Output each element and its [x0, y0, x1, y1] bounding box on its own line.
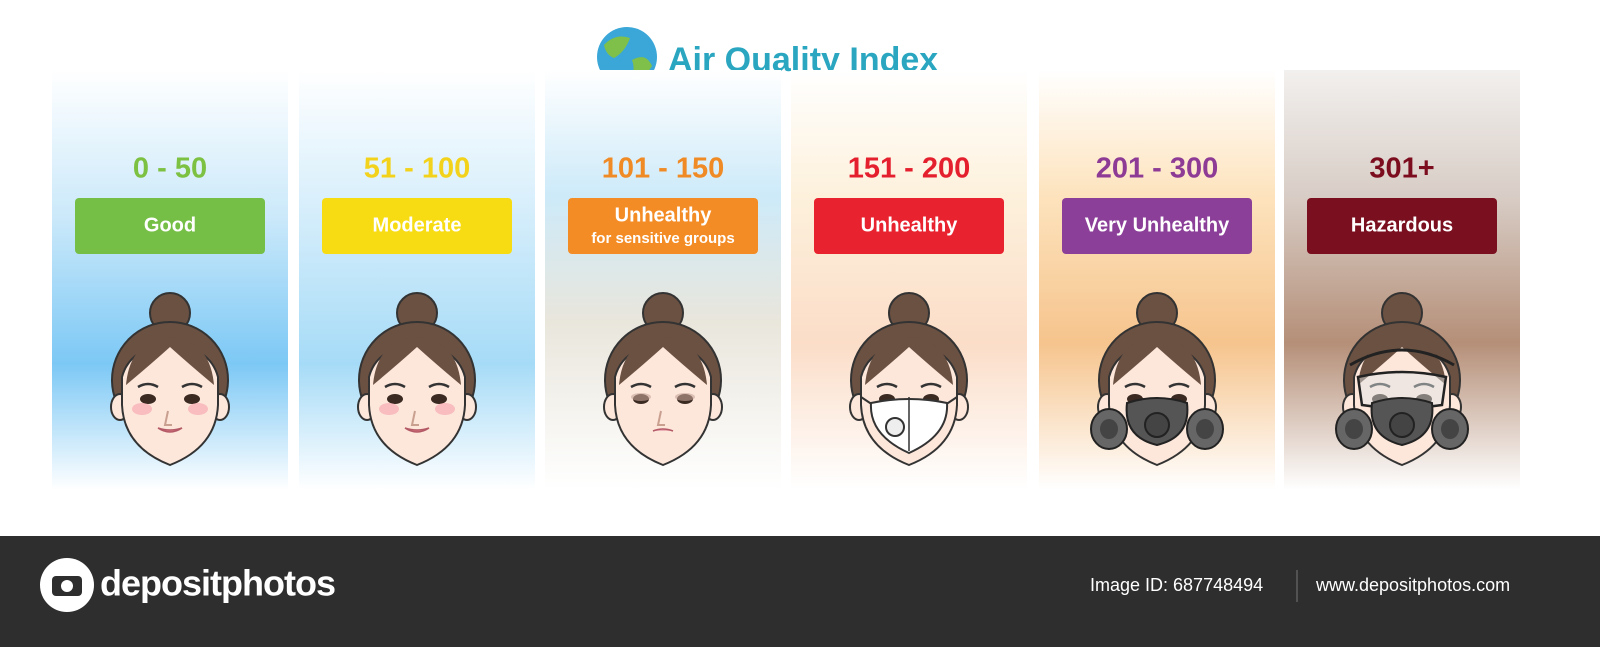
image-id: Image ID: 687748494 — [1090, 575, 1263, 595]
aqi-range: 151 - 200 — [848, 153, 971, 185]
aqi-range: 101 - 150 — [602, 153, 725, 185]
aqi-range: 51 - 100 — [364, 153, 470, 185]
level-column: 0 - 50 Good — [52, 70, 288, 490]
globe-land — [604, 36, 652, 81]
level-column: 101 - 150 Unhealthy for sensitive groups — [545, 70, 781, 490]
footer-bg — [0, 536, 1600, 647]
site-url: www.depositphotos.com — [1315, 575, 1510, 595]
level-label: Unhealthy — [861, 214, 959, 236]
logo-lens — [61, 580, 73, 592]
level-badge — [814, 198, 1004, 254]
level-label: Moderate — [373, 214, 462, 236]
level-label: Unhealthy — [615, 204, 713, 226]
level-badge — [1307, 198, 1497, 254]
level-column: 301+ Hazardous — [1284, 70, 1520, 490]
level-badge — [322, 198, 512, 254]
level-badge — [1062, 198, 1252, 254]
level-label: Very Unhealthy — [1085, 214, 1230, 236]
brand: depositphotos — [100, 563, 335, 604]
aqi-range: 201 - 300 — [1096, 153, 1219, 185]
level-badge — [75, 198, 265, 254]
level-badge — [568, 198, 758, 254]
level-column: 51 - 100 Moderate — [299, 70, 535, 490]
aqi-range: 0 - 50 — [133, 153, 207, 185]
level-column: 201 - 300 Very Unhealthy — [1039, 70, 1275, 490]
level-column: 151 - 200 Unhealthy — [791, 70, 1027, 490]
aqi-range: 301+ — [1369, 153, 1434, 185]
footer: depositphotos Image ID: 687748494 www.de… — [0, 536, 1600, 647]
level-label: Good — [144, 214, 196, 236]
level-note: for sensitive groups — [591, 230, 734, 247]
level-label: Hazardous — [1351, 214, 1453, 236]
